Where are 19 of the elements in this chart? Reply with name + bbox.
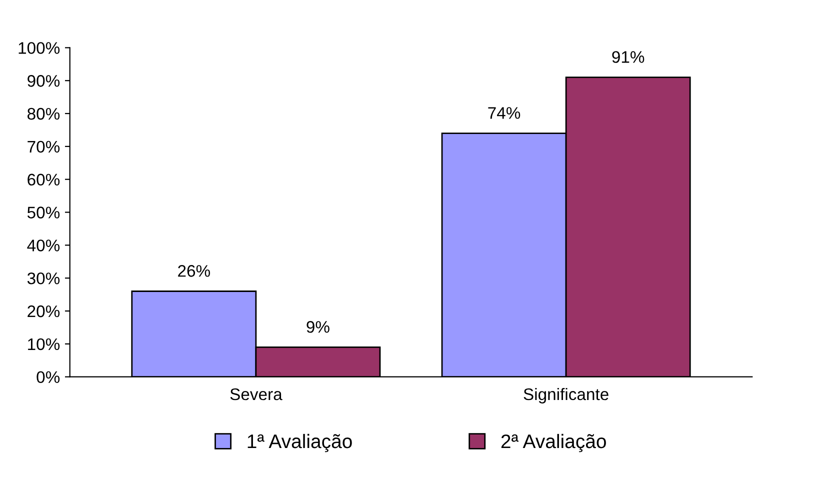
y-tick-label: 30% — [27, 272, 60, 284]
data-label: 9% — [306, 321, 330, 333]
x-tick-label: Significante — [524, 388, 608, 404]
data-label: 74% — [488, 107, 520, 119]
y-tick-label: 60% — [28, 174, 60, 186]
y-tick-label: 90% — [28, 75, 60, 87]
y-tick-label: 0% — [36, 371, 60, 384]
y-tick-label: 10% — [28, 338, 60, 350]
legend-label: 1ª Avaliação — [248, 434, 352, 452]
y-tick-label: 80% — [28, 108, 60, 120]
data-label: 91% — [612, 51, 644, 63]
y-tick-label: 100% — [18, 42, 60, 54]
y-tick-label: 50% — [27, 206, 60, 218]
y-tick-label: 40% — [27, 240, 60, 252]
y-tick-label: 20% — [28, 305, 60, 318]
x-tick-label: Severa — [230, 388, 282, 400]
y-tick-label: 70% — [28, 140, 60, 153]
data-label: 26% — [178, 265, 210, 277]
legend-label: 2ª Avaliação — [501, 434, 606, 452]
